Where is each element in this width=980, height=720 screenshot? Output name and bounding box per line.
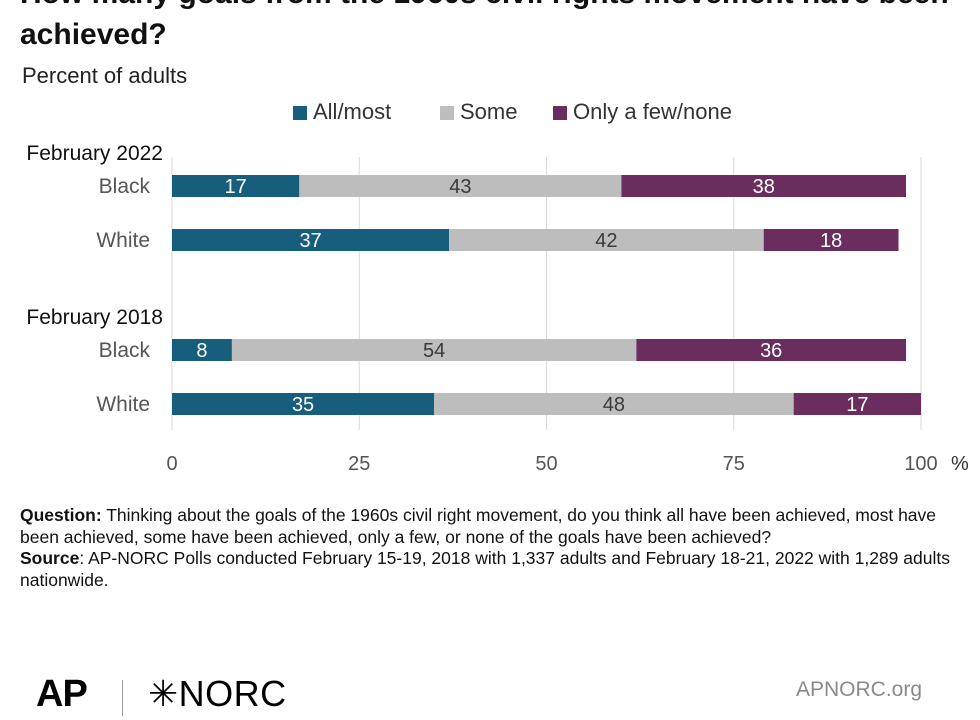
group-label-0: February 2022 — [26, 142, 163, 165]
bar-0-1-0 — [172, 229, 450, 251]
bar-1-0-1 — [231, 339, 637, 361]
stacked-bar-chart: All/most Some Only a few/none February 2022… — [26, 99, 969, 475]
group-label-1: February 2018 — [26, 306, 163, 329]
bar-0-0-0 — [172, 175, 300, 197]
bar-1-1-0 — [172, 393, 435, 415]
source-label: Source — [20, 548, 80, 568]
legend-label-2: Only a few/none — [573, 99, 732, 124]
bar-0-0-2 — [621, 175, 907, 197]
bar-1-0-0 — [172, 339, 232, 361]
bar-label-1-0-0: 8 — [196, 340, 207, 362]
chart-subtitle: Percent of adults — [22, 63, 188, 88]
bar-label-0-1-1: 42 — [595, 230, 617, 252]
x-tick-label-4: 100 — [904, 453, 937, 475]
bar-1-0-2 — [636, 339, 907, 361]
bar-0-0-1 — [299, 175, 622, 197]
bar-label-1-0-1: 54 — [423, 340, 445, 362]
chart-title: How many goals from the 1960s civil righ… — [20, 0, 949, 51]
row-label-1-0: Black — [99, 339, 151, 362]
question-label: Question: — [20, 505, 102, 525]
legend-swatch-0 — [293, 106, 307, 120]
footer-divider — [122, 680, 123, 716]
x-tick-label-3: 75 — [723, 453, 745, 475]
row-label-1-1: White — [96, 393, 150, 416]
question-text: Thinking about the goals of the 1960s ci… — [20, 505, 937, 547]
bar-label-1-1-0: 35 — [292, 394, 314, 416]
bar-label-0-1-2: 18 — [820, 230, 842, 252]
bar-label-0-0-2: 38 — [753, 176, 775, 198]
bar-label-0-1-0: 37 — [299, 230, 321, 252]
source-text: : AP-NORC Polls conducted February 15-19… — [20, 548, 950, 590]
bar-label-0-0-0: 17 — [225, 176, 247, 198]
chart-notes: Question: Thinking about the goals of th… — [20, 505, 950, 591]
footer-url: APNORC.org — [795, 678, 922, 701]
x-tick-label-1: 25 — [348, 453, 370, 475]
x-tick-label-2: 50 — [535, 453, 557, 475]
bar-0-1-2 — [763, 229, 899, 251]
legend-label-1: Some — [460, 99, 517, 124]
ap-logo: AP — [36, 673, 88, 715]
legend-label-0: All/most — [313, 99, 391, 124]
row-label-0-0: Black — [99, 175, 151, 198]
bar-0-1-1 — [449, 229, 764, 251]
source-note: Source: AP-NORC Polls conducted February… — [20, 548, 950, 591]
x-axis-unit: % — [951, 453, 969, 475]
x-tick-label-0: 0 — [166, 453, 177, 475]
legend-swatch-1 — [440, 106, 454, 120]
norc-logo: ✳NORC — [148, 673, 287, 714]
legend-swatch-2 — [553, 106, 567, 120]
row-label-0-1: White — [96, 229, 150, 252]
bar-label-1-0-2: 36 — [760, 340, 782, 362]
bar-1-1-2 — [793, 393, 921, 415]
bar-label-1-1-2: 17 — [846, 394, 868, 416]
bar-1-1-1 — [434, 393, 794, 415]
question-note: Question: Thinking about the goals of th… — [20, 505, 950, 548]
bar-label-1-1-1: 48 — [603, 394, 625, 416]
bar-label-0-0-1: 43 — [449, 176, 471, 198]
